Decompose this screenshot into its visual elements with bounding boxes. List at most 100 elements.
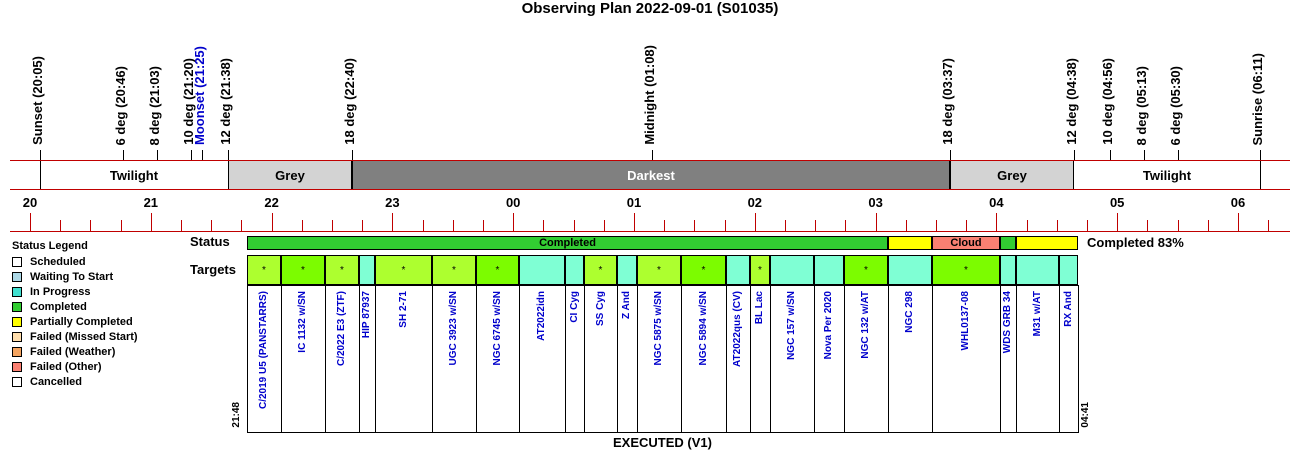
target-block[interactable]: * <box>932 255 1000 285</box>
hour-label: 03 <box>868 195 883 210</box>
hour-tick <box>90 220 92 231</box>
hour-label: 21 <box>143 195 159 210</box>
target-block[interactable] <box>617 255 637 285</box>
target-divider <box>844 285 845 433</box>
hour-label: 20 <box>22 195 38 210</box>
hour-tick <box>301 220 303 231</box>
target-name[interactable]: SS Cyg <box>594 291 606 327</box>
legend-item: Waiting To Start <box>12 270 113 283</box>
target-block[interactable] <box>888 255 932 285</box>
status-row-label: Status <box>190 234 230 249</box>
hour-tick <box>875 213 877 231</box>
target-name[interactable]: IC 1132 w/SN <box>297 291 308 353</box>
target-block[interactable]: * <box>476 255 519 285</box>
event-tick <box>352 150 353 161</box>
target-block[interactable] <box>814 255 844 285</box>
target-name[interactable]: C/2022 E3 (ZTF) <box>336 291 347 367</box>
event-label-wrap: Sunrise (06:11) <box>1250 20 1267 146</box>
hour-tick <box>815 220 817 231</box>
hour-tick <box>1147 220 1149 231</box>
targets-row-label: Targets <box>190 262 236 277</box>
target-name[interactable]: Nova Per 2020 <box>823 291 834 360</box>
target-name-wrap: UGC 3923 w/SN <box>432 289 476 429</box>
target-name[interactable]: RX And <box>1062 291 1074 327</box>
target-block[interactable] <box>1059 255 1078 285</box>
target-divider <box>637 285 638 433</box>
target-name[interactable]: NGC 5875 w/SN <box>653 291 664 366</box>
target-block[interactable]: * <box>584 255 617 285</box>
legend-swatch <box>12 376 22 387</box>
target-name[interactable]: NGC 132 w/AT <box>860 291 871 359</box>
target-name[interactable]: UGC 3923 w/SN <box>448 291 459 366</box>
target-block[interactable] <box>1016 255 1059 285</box>
targets-frame <box>247 285 1079 433</box>
target-name-wrap: C/2022 E3 (ZTF) <box>325 289 359 429</box>
target-divider <box>814 285 815 433</box>
hour-tick <box>513 213 515 231</box>
legend-item: Failed (Missed Start) <box>12 330 138 343</box>
target-name[interactable]: NGC 298 <box>904 291 915 333</box>
event-tick <box>1074 150 1075 161</box>
legend-swatch <box>12 316 22 327</box>
hour-tick <box>60 220 62 231</box>
hour-tick <box>1238 213 1239 231</box>
target-name-wrap: IC 1132 w/SN <box>281 289 325 429</box>
target-block[interactable]: * <box>750 255 770 285</box>
legend-label: In Progress <box>30 285 91 298</box>
target-block[interactable] <box>770 255 814 285</box>
target-name[interactable]: AT2022idn <box>536 291 547 341</box>
target-name[interactable]: Z And <box>621 291 632 319</box>
hour-label: 05 <box>1109 195 1125 210</box>
hour-tick <box>996 213 998 231</box>
phase-grey: Grey <box>228 161 352 189</box>
target-name[interactable]: M31 w/AT <box>1031 291 1043 337</box>
target-name[interactable]: CI Cyg <box>568 291 580 323</box>
target-name[interactable]: SH 2-71 <box>397 291 409 328</box>
hour-tick <box>724 220 726 231</box>
target-block[interactable]: * <box>247 255 281 285</box>
target-divider <box>281 285 282 433</box>
target-block[interactable]: * <box>681 255 726 285</box>
target-block[interactable]: * <box>844 255 888 285</box>
timeline-rule <box>10 189 1290 190</box>
target-name[interactable]: NGC 6745 w/SN <box>491 291 503 366</box>
sun-event-line <box>40 161 41 189</box>
phase-twilight: Twilight <box>1074 161 1260 189</box>
hour-label: 02 <box>747 195 763 210</box>
target-block[interactable]: * <box>637 255 681 285</box>
target-block[interactable]: * <box>375 255 432 285</box>
target-name[interactable]: NGC 157 w/SN <box>786 291 797 360</box>
target-name[interactable]: WHL0137-08 <box>960 291 971 351</box>
target-name[interactable]: WDS GRB 34 <box>1002 291 1013 354</box>
target-name[interactable]: C/2019 U5 (PANSTARRS) <box>258 291 269 409</box>
event-tick <box>1260 150 1261 161</box>
target-name-wrap: M31 w/AT <box>1016 289 1059 429</box>
target-name[interactable]: HIP 87937 <box>361 291 372 339</box>
target-divider <box>681 285 682 433</box>
target-name[interactable]: AT2022qus (CV) <box>732 291 743 367</box>
event-label-wrap: 12 deg (21:38) <box>218 20 235 145</box>
target-block[interactable]: * <box>432 255 476 285</box>
target-name[interactable]: NGC 5894 w/SN <box>697 291 709 366</box>
hour-tick <box>936 220 937 231</box>
target-name[interactable]: BL Lac <box>754 291 765 325</box>
hour-label: 23 <box>385 195 400 210</box>
target-block[interactable] <box>519 255 565 285</box>
target-block[interactable] <box>565 255 584 285</box>
event-label-wrap: Sunset (20:05) <box>30 20 47 145</box>
sun-event-line <box>1260 161 1261 189</box>
event-label: 12 deg (21:38) <box>218 58 233 145</box>
hour-tick <box>241 220 243 231</box>
target-block[interactable]: * <box>281 255 325 285</box>
target-divider <box>1016 285 1017 433</box>
legend-item: Failed (Other) <box>12 360 102 373</box>
target-block[interactable]: * <box>325 255 359 285</box>
hour-tick <box>1207 220 1209 231</box>
event-label: 8 deg (21:03) <box>147 65 162 145</box>
target-block[interactable] <box>1000 255 1016 285</box>
hour-tick <box>1117 213 1119 231</box>
target-block[interactable] <box>359 255 375 285</box>
hour-tick <box>1026 220 1028 231</box>
target-block[interactable] <box>726 255 750 285</box>
event-label-wrap: Midnight (01:08) <box>642 20 659 145</box>
